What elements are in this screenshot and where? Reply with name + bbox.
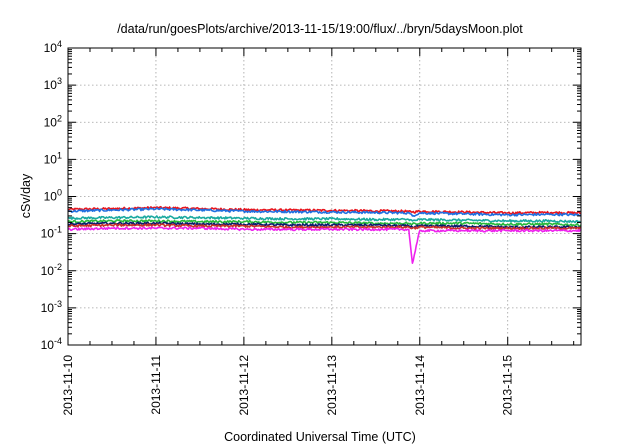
y-tick-label: 101 (44, 150, 62, 166)
series-line-2 (67, 207, 582, 217)
series-layer (67, 205, 582, 265)
y-tick-label: 103 (44, 76, 62, 92)
grid-layer (68, 48, 581, 345)
y-tick-label: 104 (44, 39, 62, 55)
series-line-6 (67, 223, 582, 231)
y-tick-label: 102 (44, 113, 62, 129)
x-tick-label: 2013-11-13 (325, 355, 339, 416)
x-axis-label: Coordinated Universal Time (UTC) (224, 430, 416, 444)
series-line-5 (67, 221, 581, 229)
y-tick-label: 10-1 (41, 225, 62, 241)
series-line-3 (67, 215, 582, 224)
x-tick-label: 2013-11-10 (61, 355, 75, 416)
y-tick-label: 10-3 (41, 299, 62, 315)
y-tick-label: 100 (44, 188, 62, 204)
series-line-7 (67, 226, 582, 265)
x-tick-label: 2013-11-11 (149, 355, 163, 415)
tick-layer: 10-4 10-3 10-2 10-1 100 101 102 103 104 2013-11-1… (41, 39, 581, 416)
x-tick-label: 2013-11-14 (413, 355, 427, 416)
y-tick-label: 10-2 (41, 262, 62, 278)
x-tick-label: 2013-11-12 (237, 355, 251, 416)
x-tick-label: 2013-11-15 (501, 355, 515, 416)
series-line-4 (67, 219, 582, 227)
y-tick-label: 10-4 (41, 336, 62, 352)
series-line-1 (67, 205, 582, 215)
chart-title: /data/run/goesPlots/archive/2013-11-15/1… (117, 22, 523, 36)
